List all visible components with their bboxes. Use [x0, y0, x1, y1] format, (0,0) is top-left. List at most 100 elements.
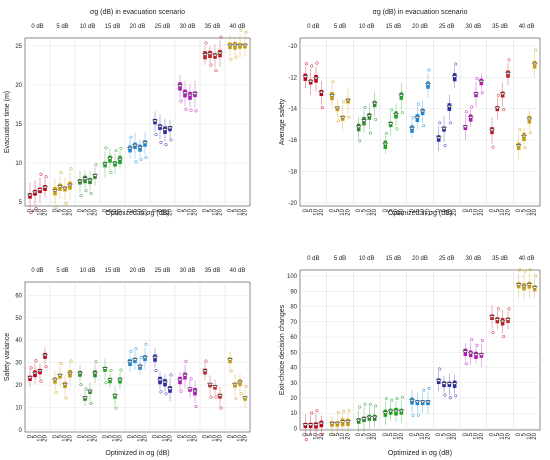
x-tick-label: 20	[218, 434, 224, 441]
group-label: 30 dB	[465, 256, 481, 262]
x-tick-label: 5	[133, 434, 139, 438]
x-tick-label: 10	[314, 208, 320, 215]
median-marker	[91, 174, 99, 178]
x-tick-label: 10	[367, 208, 373, 215]
x-tick-label: 0	[410, 208, 416, 212]
x-tick-label: 5	[183, 208, 189, 212]
outlier-point	[390, 398, 394, 402]
median-marker	[408, 127, 416, 130]
group-label: 20 dB	[412, 24, 428, 30]
x-tick-label: 10	[38, 434, 44, 441]
x-tick-label: 5	[208, 208, 214, 212]
x-tick-label: 5	[362, 432, 368, 436]
outlier-point	[139, 157, 143, 161]
median-marker	[86, 179, 94, 182]
y-tick-label: 50	[15, 316, 22, 322]
outlier-point	[154, 368, 158, 373]
outlier-point	[189, 108, 193, 112]
group-label: 10 dB	[80, 24, 96, 30]
median-marker	[339, 420, 346, 424]
x-tick-label: 10	[527, 432, 533, 439]
outlier-point	[129, 135, 133, 139]
x-tick-label: 10	[238, 434, 244, 441]
median-marker	[435, 136, 442, 140]
plot-area	[299, 37, 541, 207]
median-marker	[161, 380, 169, 384]
median-marker	[462, 350, 469, 354]
outlier-point	[358, 405, 362, 409]
outlier-point	[470, 338, 474, 342]
outlier-point	[331, 80, 335, 84]
median-marker	[419, 109, 426, 113]
plot-area	[299, 269, 541, 431]
outlier-point	[179, 389, 183, 393]
outlier-point	[69, 167, 73, 171]
x-tick-label: 5	[33, 208, 39, 212]
group-label: 5 dB	[56, 268, 68, 274]
median-marker	[176, 84, 184, 88]
outlier-point	[427, 68, 431, 72]
outlier-point	[189, 377, 193, 381]
median-marker	[136, 146, 144, 150]
group-label: 35 dB	[205, 24, 221, 30]
y-tick-label: 60	[15, 293, 22, 299]
median-marker	[435, 379, 442, 383]
median-marker	[176, 378, 184, 382]
median-marker	[241, 44, 249, 47]
x-tick-label: 5	[335, 208, 341, 212]
x-tick-label: 0	[330, 208, 336, 212]
median-marker	[360, 119, 368, 123]
outlier-point	[79, 194, 83, 198]
outlier-point	[411, 116, 415, 120]
median-marker	[520, 284, 528, 288]
median-marker	[201, 369, 209, 373]
x-tick-label: 5	[233, 208, 239, 212]
x-tick-label: 5	[442, 432, 448, 436]
x-tick-label: 0	[178, 434, 184, 438]
median-marker	[136, 365, 144, 368]
y-tick-label: 0	[19, 428, 23, 434]
outlier-point	[94, 163, 98, 167]
outlier-point	[184, 107, 188, 111]
group-label: 15 dB	[385, 24, 401, 30]
outlier-point	[159, 390, 163, 394]
x-tick-label: 10	[63, 208, 69, 215]
median-marker	[360, 417, 368, 421]
group-label: 40 dB	[230, 268, 246, 274]
x-tick-label: 20	[168, 434, 174, 441]
median-marker	[131, 144, 139, 147]
x-tick-label: 5	[335, 432, 341, 436]
median-marker	[531, 62, 538, 66]
plot-area	[24, 281, 251, 433]
x-tick-label: 0	[516, 208, 522, 212]
median-marker	[382, 411, 389, 415]
x-tick-label: 5	[33, 434, 39, 438]
x-tick-label: 10	[213, 434, 219, 441]
median-marker	[515, 283, 522, 287]
x-tick-label: 0	[28, 208, 34, 212]
y-tick-label: 30	[290, 381, 297, 387]
group-label: 25 dB	[439, 24, 455, 30]
x-tick-label: 20	[243, 434, 249, 441]
chart-panel-2: -20-18-16-14-12-100 dB0 5 10 205 dB0 5 10 2010…	[279, 9, 541, 217]
median-marker	[206, 383, 214, 386]
group-label: 30 dB	[465, 24, 481, 30]
median-marker	[451, 75, 458, 79]
x-tick-label: 10	[238, 208, 244, 215]
median-marker	[355, 419, 362, 422]
x-tick-label: 10	[163, 434, 169, 441]
group-label: 5 dB	[334, 24, 346, 30]
median-marker	[446, 105, 453, 108]
x-axis-label: Optimized in σg (dB)	[105, 210, 169, 217]
y-tick-label: 100	[287, 274, 298, 280]
outlier-point	[214, 395, 218, 399]
outlier-point	[395, 127, 399, 131]
median-marker	[226, 358, 234, 362]
outlier-point	[475, 343, 479, 347]
x-tick-label: 20	[346, 208, 352, 215]
outlier-point	[384, 131, 388, 135]
x-tick-label: 20	[193, 434, 199, 441]
outlier-point	[134, 160, 138, 164]
group-label: 25 dB	[155, 24, 171, 30]
